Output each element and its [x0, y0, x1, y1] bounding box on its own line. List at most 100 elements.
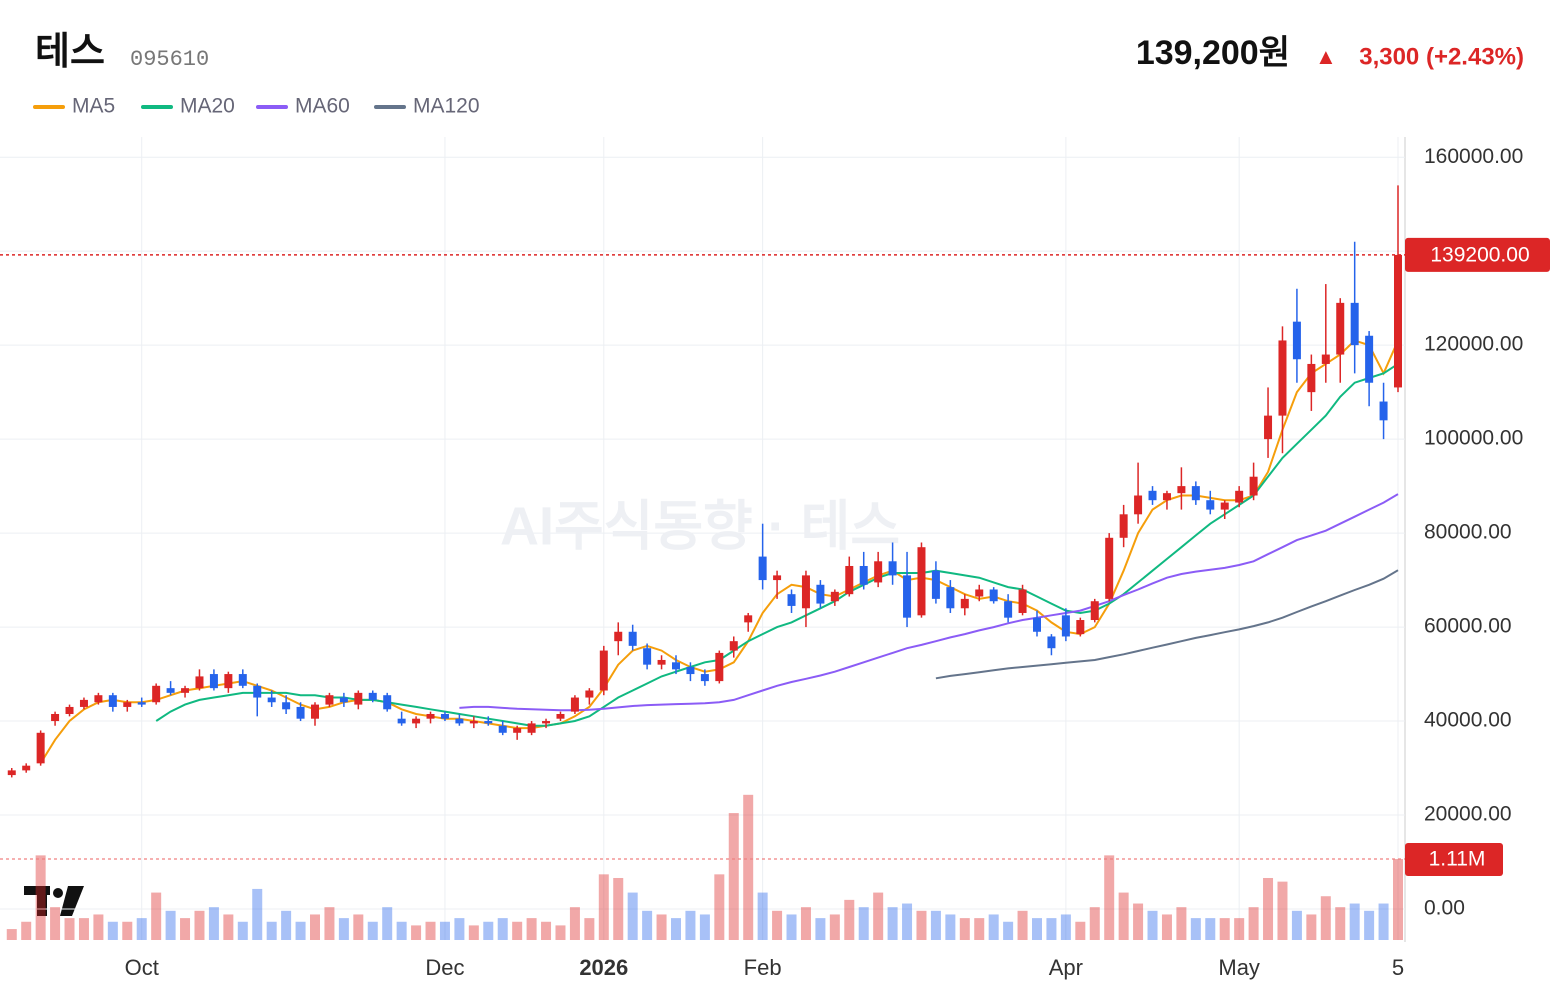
volume-bar: [1205, 918, 1216, 940]
volume-bar: [1234, 918, 1245, 940]
candle-body: [440, 713, 449, 719]
candle-body: [513, 728, 522, 733]
ma-line: [155, 363, 1399, 727]
candle-body: [79, 699, 88, 707]
volume-bar: [468, 925, 479, 940]
candle-body: [859, 565, 868, 585]
candle-body: [51, 713, 60, 722]
x-tick-label: Dec: [425, 955, 464, 980]
candle-body: [1119, 514, 1128, 538]
volume-bar: [569, 907, 580, 940]
candle-body: [1076, 620, 1085, 635]
volume-bar: [613, 877, 624, 940]
volume-bar: [252, 888, 263, 940]
volume-bar: [367, 921, 378, 940]
candle-body: [657, 659, 666, 665]
candle-body: [744, 615, 753, 623]
volume-bar: [685, 910, 696, 940]
volume-bar: [50, 907, 61, 940]
volume-bar: [844, 899, 855, 940]
candle-body: [383, 695, 392, 710]
ma-line: [935, 569, 1399, 680]
change: 3,300 (+2.43%): [1359, 43, 1524, 70]
candle-body: [989, 589, 998, 602]
candle-body: [917, 547, 926, 616]
volume-bar: [858, 907, 869, 940]
candle-body: [1321, 354, 1330, 364]
volume-bar: [642, 910, 653, 940]
candle-body: [903, 575, 912, 618]
stock-code: 095610: [130, 47, 209, 72]
candle-body: [686, 667, 695, 675]
candle-body: [108, 695, 117, 707]
volume-bar: [1291, 910, 1302, 940]
candle-body: [311, 704, 319, 719]
volume-bar: [728, 813, 739, 940]
candle-body: [585, 690, 594, 698]
candle-body: [1264, 415, 1273, 440]
legend-label: MA20: [180, 95, 235, 118]
volume-bar: [180, 918, 191, 940]
volume-bar: [1003, 921, 1014, 940]
candle-body: [123, 702, 132, 707]
volume-bar: [1393, 859, 1403, 940]
volume-bar: [916, 910, 927, 940]
volume-bar: [6, 929, 17, 940]
volume-bar: [1017, 910, 1028, 940]
volume-bar: [223, 914, 234, 940]
volume-bar: [1335, 907, 1346, 940]
candle-body: [354, 692, 363, 705]
candle-body: [1018, 589, 1027, 613]
x-tick-label: May: [1218, 955, 1260, 980]
y-tick-label: 40000.00: [1424, 709, 1512, 732]
volume-bar: [1349, 903, 1360, 940]
volume-bar: [208, 907, 219, 940]
legend-label: MA5: [72, 95, 115, 118]
volume-bar: [786, 914, 797, 940]
candle-body: [1249, 476, 1258, 496]
candle-body: [1307, 363, 1316, 393]
last-volume-label: 1.11M: [1429, 848, 1486, 871]
candle-body: [816, 584, 825, 604]
candle-body: [643, 648, 652, 665]
volume-bar: [353, 914, 364, 940]
volume-bar: [194, 910, 205, 940]
volume-bar: [310, 914, 320, 940]
candle-body: [931, 570, 940, 599]
volume-bar: [78, 918, 89, 940]
candle-body: [787, 594, 796, 606]
candle-body: [1220, 502, 1229, 510]
legend-label: MA60: [295, 95, 350, 118]
candle-body: [412, 718, 421, 724]
volume-bar: [627, 892, 638, 940]
stock-name: 테스: [35, 31, 105, 73]
candle-body: [700, 674, 709, 682]
volume-bar: [829, 914, 840, 940]
volume-bar: [1118, 892, 1129, 940]
candle-body: [7, 770, 16, 776]
candle-body: [455, 718, 464, 724]
candle-body: [368, 692, 377, 700]
volume-bar: [1364, 910, 1375, 940]
volume-bar: [598, 874, 609, 940]
volume-bar: [454, 918, 465, 940]
volume-bar: [945, 914, 956, 940]
candle-body: [570, 697, 579, 712]
volume-bar: [64, 918, 75, 940]
candle-body: [94, 695, 103, 703]
candle-body: [1033, 617, 1041, 632]
volume-bars: [6, 794, 1403, 940]
volume-bar: [281, 910, 292, 940]
volume-bar: [699, 914, 710, 940]
candle-body: [527, 723, 536, 733]
candle-body: [469, 721, 478, 724]
volume-bar: [526, 918, 537, 940]
volume-bar: [439, 921, 450, 940]
y-tick-label: 80000.00: [1424, 521, 1512, 544]
candle-body: [1206, 500, 1215, 510]
volume-bar: [93, 914, 104, 940]
volume-bar: [757, 892, 768, 940]
candle-body: [209, 674, 218, 689]
candle-body: [1365, 335, 1374, 383]
